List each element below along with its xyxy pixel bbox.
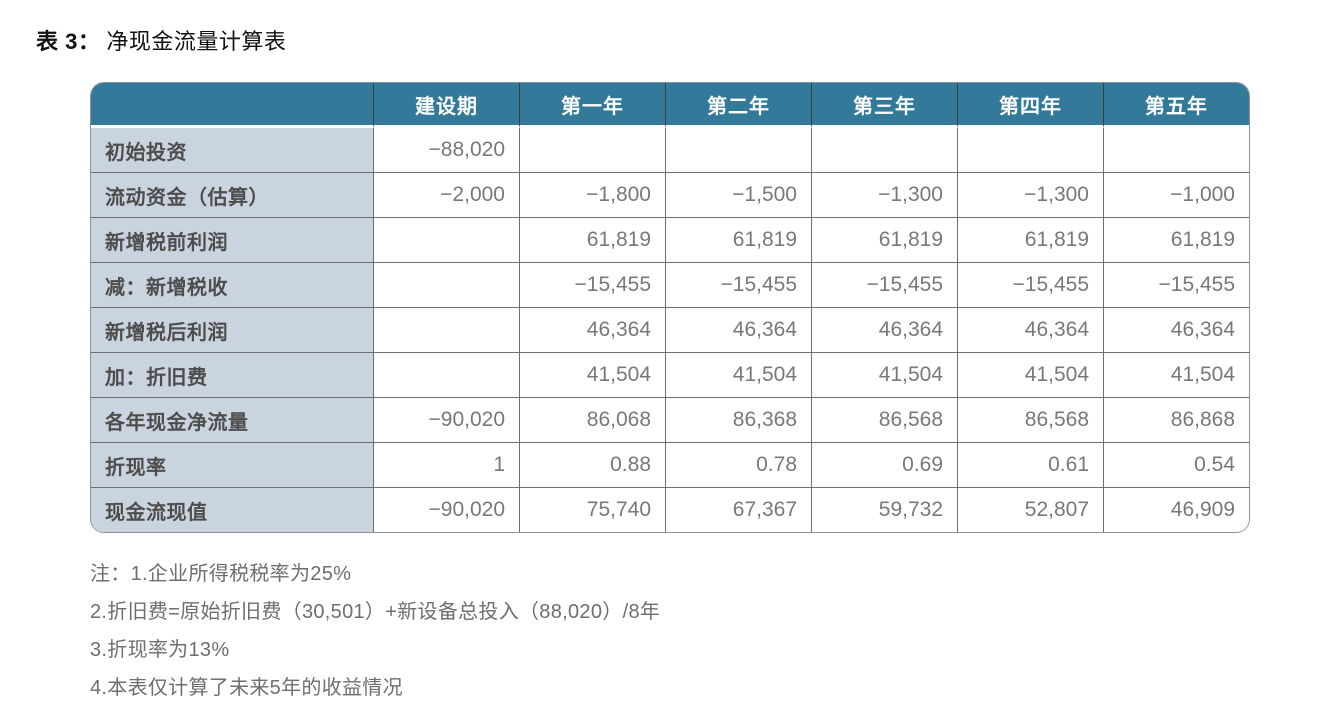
value-cell: 41,504 — [665, 352, 811, 397]
table-row-plus-depreciation: 加：折旧费 41,504 41,504 41,504 41,504 41,504 — [91, 352, 1249, 397]
value-cell: 41,504 — [519, 352, 665, 397]
note-line-4: 4.本表仅计算了未来5年的收益情况 — [90, 677, 403, 699]
value-cell — [373, 352, 519, 397]
row-label: 减：新增税收 — [91, 262, 373, 307]
table-row-aftertax-profit: 新增税后利润 46,364 46,364 46,364 46,364 46,36… — [91, 307, 1249, 352]
value-cell: −90,020 — [373, 397, 519, 442]
page-title: 表 3： 净现金流量计算表 — [36, 24, 1340, 56]
row-label: 加：折旧费 — [91, 352, 373, 397]
value-cell: −88,020 — [373, 128, 519, 172]
value-cell: 61,819 — [665, 217, 811, 262]
table-row-discount-rate: 折现率 1 0.88 0.78 0.69 0.61 0.54 — [91, 442, 1249, 487]
value-cell: −1,000 — [1103, 172, 1249, 217]
header-cell-year2: 第二年 — [665, 83, 811, 128]
value-cell: −15,455 — [811, 262, 957, 307]
value-cell: 0.88 — [519, 442, 665, 487]
header-cell-year1: 第一年 — [519, 83, 665, 128]
header-cell-year4: 第四年 — [957, 83, 1103, 128]
value-cell: 0.78 — [665, 442, 811, 487]
value-cell: −90,020 — [373, 487, 519, 532]
table-notes: 注：1.企业所得税税率为25% 2.折旧费=原始折旧费（30,501）+新设备总… — [90, 561, 1340, 702]
value-cell: 61,819 — [519, 217, 665, 262]
value-cell: 86,068 — [519, 397, 665, 442]
value-cell — [811, 128, 957, 172]
value-cell: 46,364 — [957, 307, 1103, 352]
value-cell: 86,868 — [1103, 397, 1249, 442]
value-cell — [665, 128, 811, 172]
value-cell: 61,819 — [1103, 217, 1249, 262]
row-label: 流动资金（估算） — [91, 172, 373, 217]
table-row-initial-investment: 初始投资 −88,020 — [91, 128, 1249, 172]
row-label: 各年现金净流量 — [91, 397, 373, 442]
value-cell: 41,504 — [811, 352, 957, 397]
value-cell: 46,364 — [811, 307, 957, 352]
value-cell: 59,732 — [811, 487, 957, 532]
value-cell: 86,568 — [811, 397, 957, 442]
value-cell: 52,807 — [957, 487, 1103, 532]
value-cell — [373, 217, 519, 262]
header-cell-construction-period: 建设期 — [373, 83, 519, 128]
row-label: 初始投资 — [91, 128, 373, 172]
value-cell — [957, 128, 1103, 172]
net-cash-flow-table: 建设期 第一年 第二年 第三年 第四年 第五年 初始投资 −88,020 — [90, 82, 1250, 533]
table-row-present-value: 现金流现值 −90,020 75,740 67,367 59,732 52,80… — [91, 487, 1249, 532]
header-cell-rowlabels — [91, 83, 373, 128]
value-cell: 0.54 — [1103, 442, 1249, 487]
value-cell: −1,500 — [665, 172, 811, 217]
value-cell: 61,819 — [811, 217, 957, 262]
value-cell: −15,455 — [1103, 262, 1249, 307]
value-cell: 1 — [373, 442, 519, 487]
value-cell: 46,364 — [1103, 307, 1249, 352]
header-cell-year3: 第三年 — [811, 83, 957, 128]
value-cell: 86,368 — [665, 397, 811, 442]
row-label: 现金流现值 — [91, 487, 373, 532]
value-cell: −2,000 — [373, 172, 519, 217]
value-cell: 46,364 — [665, 307, 811, 352]
value-cell: 46,909 — [1103, 487, 1249, 532]
note-line-3: 3.折现率为13% — [90, 639, 230, 661]
value-cell: −15,455 — [519, 262, 665, 307]
table-row-working-capital: 流动资金（估算） −2,000 −1,800 −1,500 −1,300 −1,… — [91, 172, 1249, 217]
header-cell-year5: 第五年 — [1103, 83, 1249, 128]
value-cell: 0.61 — [957, 442, 1103, 487]
note-line-1: 注：1.企业所得税税率为25% — [90, 563, 352, 585]
value-cell: −1,800 — [519, 172, 665, 217]
value-cell: 86,568 — [957, 397, 1103, 442]
table-row-minus-new-tax: 减：新增税收 −15,455 −15,455 −15,455 −15,455 −… — [91, 262, 1249, 307]
table-title-text: 净现金流量计算表 — [106, 29, 287, 54]
row-label: 折现率 — [91, 442, 373, 487]
value-cell: 41,504 — [957, 352, 1103, 397]
value-cell — [519, 128, 665, 172]
value-cell: −1,300 — [957, 172, 1103, 217]
value-cell: 61,819 — [957, 217, 1103, 262]
note-line-2: 2.折旧费=原始折旧费（30,501）+新设备总投入（88,020）/8年 — [90, 601, 661, 623]
value-cell — [1103, 128, 1249, 172]
value-cell: 75,740 — [519, 487, 665, 532]
value-cell: 46,364 — [519, 307, 665, 352]
value-cell: 0.69 — [811, 442, 957, 487]
table-row-pretax-profit: 新增税前利润 61,819 61,819 61,819 61,819 61,81… — [91, 217, 1249, 262]
row-label: 新增税前利润 — [91, 217, 373, 262]
value-cell: 67,367 — [665, 487, 811, 532]
row-label: 新增税后利润 — [91, 307, 373, 352]
header-row: 建设期 第一年 第二年 第三年 第四年 第五年 — [91, 83, 1249, 128]
table-number: 表 3： — [36, 29, 101, 54]
value-cell: −1,300 — [811, 172, 957, 217]
table-row-annual-net-cash-flow: 各年现金净流量 −90,020 86,068 86,368 86,568 86,… — [91, 397, 1249, 442]
value-cell: −15,455 — [665, 262, 811, 307]
value-cell: 41,504 — [1103, 352, 1249, 397]
value-cell — [373, 262, 519, 307]
value-cell: −15,455 — [957, 262, 1103, 307]
value-cell — [373, 307, 519, 352]
